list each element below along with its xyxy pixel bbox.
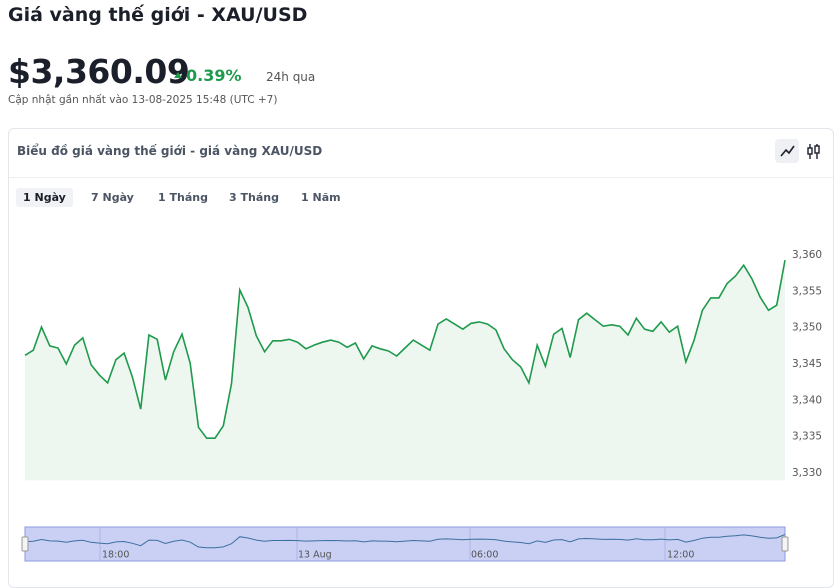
range-tab[interactable]: 1 Ngày [16,188,73,207]
y-tick-label: 3,340 [792,394,822,406]
range-tab[interactable]: 1 Năm [301,191,341,204]
divider [9,177,833,178]
period: 24h qua [266,70,316,84]
y-tick-label: 3,360 [792,249,822,261]
y-tick-label: 3,350 [792,322,822,334]
navigator [24,526,786,562]
chart: 3,330 3,335 3,340 3,345 3,350 3,355 3,360 18:00… [21,139,822,562]
area [25,260,785,481]
price: $3,360.09 [8,52,190,91]
y-tick-label: 3,355 [792,285,822,297]
y-tick-label: 3,330 [792,467,822,479]
range-tab[interactable]: 1 Tháng [158,191,208,204]
body: Giá vàng thế giới - XAU/USD $3,360.09 0.… [8,4,834,588]
candle-mode-button[interactable] [807,144,820,159]
change: 0.39% [186,66,242,85]
navigator-line [24,534,786,549]
navigator-handle[interactable] [781,536,789,552]
line-icon [780,145,795,157]
price-line [24,259,786,439]
y-tick-label: 3,345 [792,358,822,370]
updated: Cập nhật gần nhất vào 13-08-2025 15:48 (… [8,94,278,106]
range-tab[interactable]: 7 Ngày [91,191,134,204]
navigator-label: 18:00 [102,550,129,561]
chart-title: Biểu đồ giá vàng thế giới - giá vàng XAU… [17,144,323,158]
y-tick-label: 3,335 [792,431,822,443]
up-arrow [174,72,182,78]
navigator-label: 13 Aug [298,550,332,561]
navigator-label: 06:00 [471,550,498,561]
page: XAU/USD {"header": {"title": "Giá vàng t… [8,4,834,588]
page-title: Giá vàng thế giới - XAU/USD [8,4,308,26]
navigator-label: 12:00 [667,550,694,561]
range-tab[interactable]: 3 Tháng [229,191,279,204]
navigator-handle[interactable] [21,536,29,552]
